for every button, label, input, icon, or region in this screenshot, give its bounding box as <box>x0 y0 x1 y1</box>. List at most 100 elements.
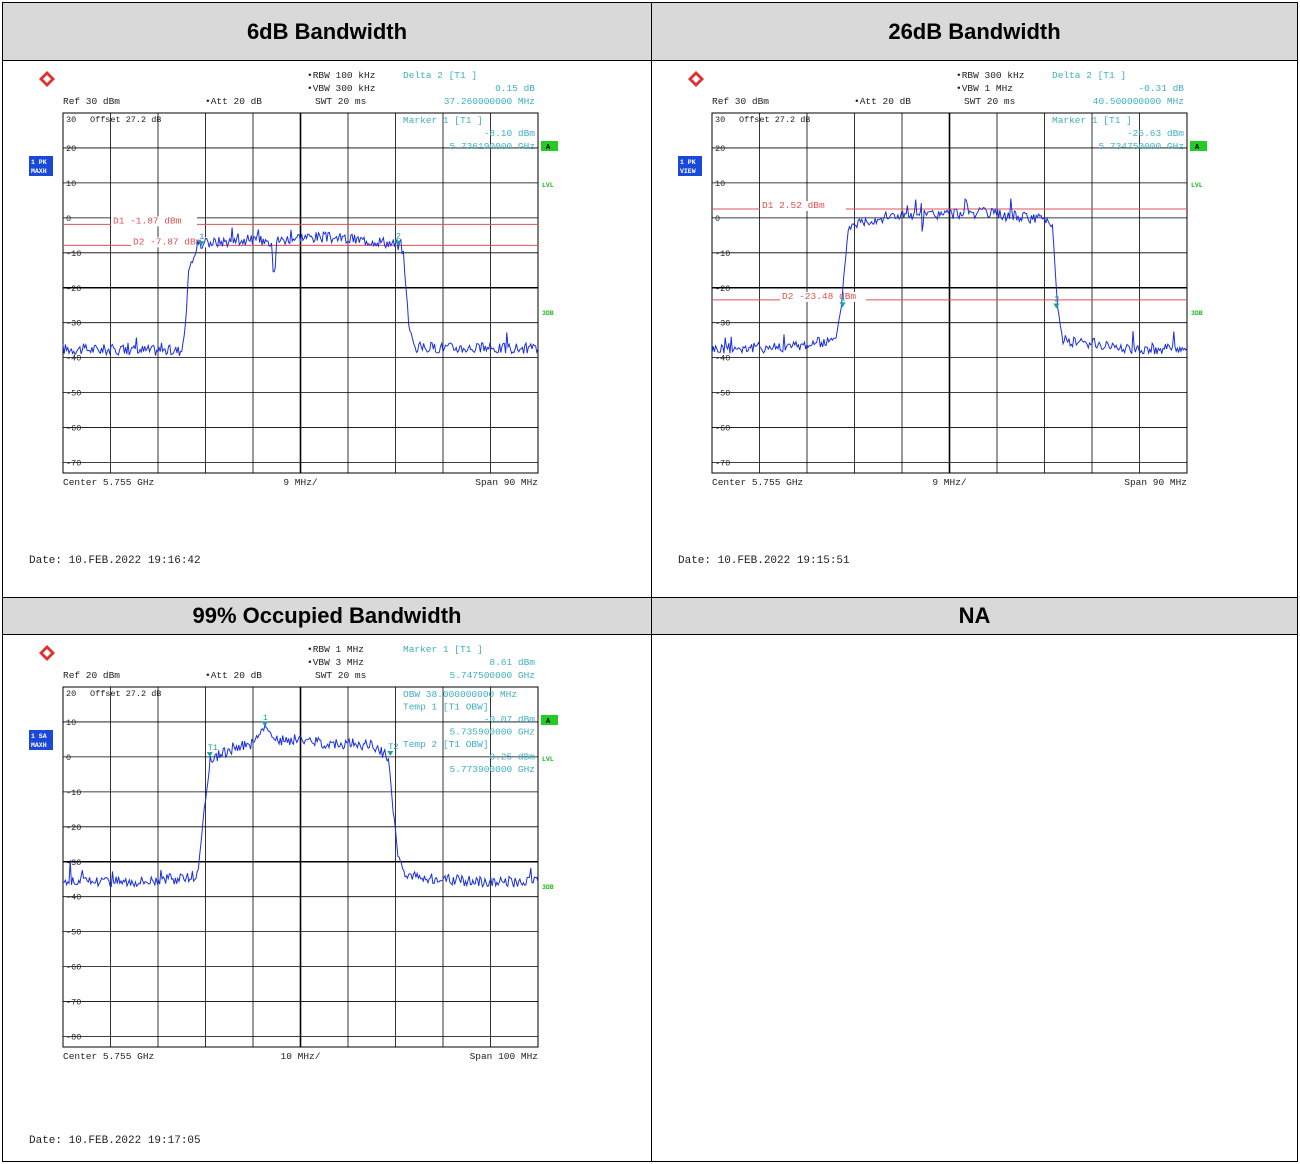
marker-freq: 5.736190000 GHz <box>449 141 535 152</box>
delta-label: Marker 1 [T1 ] <box>403 644 483 655</box>
div-label: 10 MHz/ <box>281 1051 321 1062</box>
marker-value: -25.63 dBm <box>1127 128 1184 139</box>
swt-label: SWT 20 ms <box>315 96 366 107</box>
temp2-freq: 5.773900000 GHz <box>449 764 535 775</box>
att-label: •Att 20 dB <box>854 96 911 107</box>
y-tick-label: -40 <box>715 354 730 364</box>
y-tick-label: -60 <box>66 963 81 973</box>
a-box <box>1190 141 1207 151</box>
marker-triangle <box>206 752 213 758</box>
display-line-label-bg <box>780 291 866 302</box>
column-divider <box>651 3 652 1161</box>
div-label: 9 MHz/ <box>283 477 318 488</box>
offset-label: Offset 27.2 dB <box>90 689 161 699</box>
lvl-label: LVL <box>542 182 554 189</box>
rbw-label: •RBW 100 kHz <box>307 70 375 81</box>
div-label: 9 MHz/ <box>932 477 967 488</box>
plot-99obw: •RBW 1 MHz •VBW 3 MHz SWT 20 ms Ref 20 dBm •… <box>29 644 558 1147</box>
span-label: Span 90 MHz <box>1124 477 1187 488</box>
display-line-label: D2 -7.87 dBm <box>133 236 202 247</box>
trace-mode-box <box>29 730 53 750</box>
delta-freq: 40.500000000 MHz <box>1093 96 1184 107</box>
marker-freq: 5.734750000 GHz <box>1098 141 1184 152</box>
marker-number: 1 <box>199 232 204 242</box>
delta-value: -0.31 dB <box>1138 83 1184 94</box>
marker-triangle <box>1053 303 1060 309</box>
vbw-label: •VBW 300 kHz <box>307 83 375 94</box>
y-tick-label: -20 <box>66 284 81 294</box>
plot-6db: •RBW 100 kHz •VBW 300 kHz SWT 20 ms Ref 30 … <box>29 70 558 567</box>
marker-triangle <box>261 721 268 727</box>
marker-number: 2 <box>1054 295 1059 305</box>
marker-label: Marker 1 [T1 ] <box>403 115 483 126</box>
trace-mode-line1: 1 PK <box>680 159 696 166</box>
rohde-schwarz-logo <box>688 71 704 87</box>
display-line-label: D2 -23.48 dBm <box>782 291 856 302</box>
delta-label: Delta 2 [T1 ] <box>403 70 477 81</box>
temp2-label: Temp 2 [T1 OBW] <box>403 739 489 750</box>
y-tick-label: 0 <box>66 753 71 763</box>
y-tick-label: -70 <box>66 459 81 469</box>
obw: OBW 38.000000000 MHz <box>403 689 517 700</box>
marker-number: T2 <box>388 742 398 752</box>
y-tick-label: -30 <box>66 858 81 868</box>
trace-mode-line2: MAXH <box>31 742 47 749</box>
top-level-label: 30 <box>715 115 725 125</box>
trace-mode-line1: 1 SA <box>31 733 47 740</box>
trace-mode-box <box>678 156 702 176</box>
y-tick-label: -20 <box>66 823 81 833</box>
vbw-label: •VBW 3 MHz <box>307 657 364 668</box>
trace-mode-line2: VIEW <box>680 168 696 175</box>
marker-label: Marker 1 [T1 ] <box>1052 115 1132 126</box>
rohde-schwarz-logo <box>39 645 55 661</box>
trace-mode-box <box>29 156 53 176</box>
delta-value: 0.15 dB <box>495 83 535 94</box>
y-tick-label: 10 <box>715 179 725 189</box>
center-label: Center 5.755 GHz <box>712 477 803 488</box>
logo-inner <box>43 649 51 657</box>
display-line-label: D1 -1.87 dBm <box>113 215 182 226</box>
y-tick-label: -50 <box>715 389 730 399</box>
a-label: A <box>546 718 551 726</box>
date-label: Date: 10.FEB.2022 19:15:51 <box>678 555 850 567</box>
rbw-label: •RBW 1 MHz <box>307 644 364 655</box>
marker-triangle <box>839 302 846 308</box>
offset-label: Offset 27.2 dB <box>739 115 810 125</box>
3db-label: 3DB <box>542 884 554 891</box>
delta-freq: 5.747500000 GHz <box>449 670 535 681</box>
vbw-label: •VBW 1 MHz <box>956 83 1013 94</box>
delta-label: Delta 2 [T1 ] <box>1052 70 1126 81</box>
y-tick-label: -50 <box>66 389 81 399</box>
ref-label: Ref 30 dBm <box>712 96 769 107</box>
swt-label: SWT 20 ms <box>964 96 1015 107</box>
att-label: •Att 20 dB <box>205 670 262 681</box>
temp1-freq: 5.735900000 GHz <box>449 727 535 738</box>
marker-number: 1 <box>263 713 268 723</box>
header-26db: 26dB Bandwidth <box>652 3 1297 61</box>
rbw-label: •RBW 300 kHz <box>956 70 1024 81</box>
temp2-value: 0.25 dBm <box>489 752 535 763</box>
y-tick-label: -20 <box>715 284 730 294</box>
a-label: A <box>546 144 551 152</box>
marker-triangle <box>394 240 401 246</box>
header-99obw: 99% Occupied Bandwidth <box>3 597 651 635</box>
y-tick-label: 0 <box>715 214 720 224</box>
y-tick-label: 10 <box>66 718 76 728</box>
y-tick-label: 0 <box>66 214 71 224</box>
swt-label: SWT 20 ms <box>315 670 366 681</box>
header-na: NA <box>652 597 1297 635</box>
marker-triangle <box>387 751 394 757</box>
y-tick-label: -30 <box>66 319 81 329</box>
att-label: •Att 20 dB <box>205 96 262 107</box>
y-tick-label: -40 <box>66 893 81 903</box>
spectrum-trace <box>62 723 539 889</box>
plot-26db: •RBW 300 kHz •VBW 1 MHz SWT 20 ms Ref 30 dB… <box>678 70 1207 567</box>
y-tick-label: -70 <box>66 998 81 1008</box>
y-tick-label: -60 <box>66 424 81 434</box>
center-label: Center 5.755 GHz <box>63 1051 154 1062</box>
rohde-schwarz-logo <box>39 71 55 87</box>
logo-inner <box>692 75 700 83</box>
lvl-label: LVL <box>542 756 554 763</box>
